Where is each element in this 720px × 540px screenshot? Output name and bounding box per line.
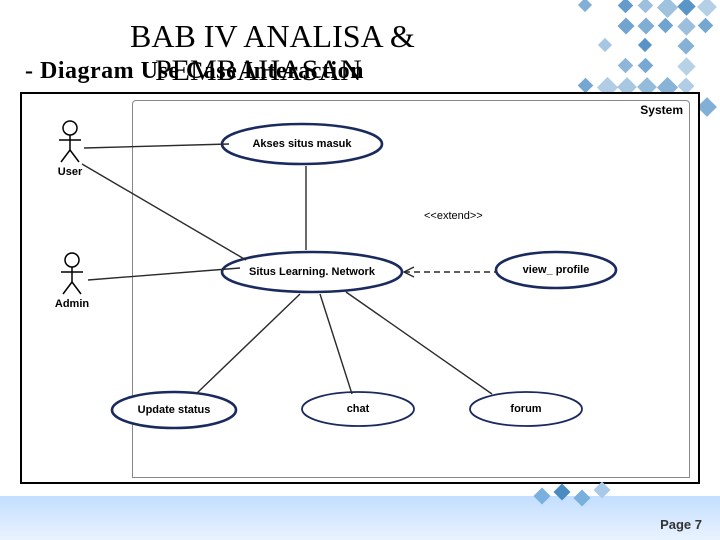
system-label: System	[640, 103, 683, 117]
usecase-akses-situs-masuk: Akses situs masuk	[220, 122, 384, 166]
actor-user: User	[52, 120, 88, 178]
usecase-update-status: Update status	[110, 390, 238, 430]
actor-admin-label: Admin	[54, 298, 90, 310]
page-number: Page 7	[660, 517, 702, 532]
actor-user-label: User	[52, 166, 88, 178]
stickman-icon	[55, 120, 85, 164]
usecase-forum: forum	[468, 390, 584, 428]
stickman-icon	[57, 252, 87, 296]
diagram-frame: System User Admin Akses situs masuk Situ…	[20, 92, 700, 484]
usecase-situs-learning-network: Situs Learning. Network	[220, 250, 404, 294]
extend-stereotype-label: <<extend>>	[424, 210, 483, 222]
usecase-chat: chat	[300, 390, 416, 428]
footer-decoration	[532, 482, 622, 512]
usecase-view-profile: view_ profile	[494, 250, 618, 290]
actor-admin: Admin	[54, 252, 90, 310]
footer-bar: Page 7	[0, 496, 720, 540]
slide-title-line2-overlay: PEMBAHASAN	[155, 54, 362, 88]
slide-title-line1: BAB IV ANALISA &	[130, 18, 415, 55]
